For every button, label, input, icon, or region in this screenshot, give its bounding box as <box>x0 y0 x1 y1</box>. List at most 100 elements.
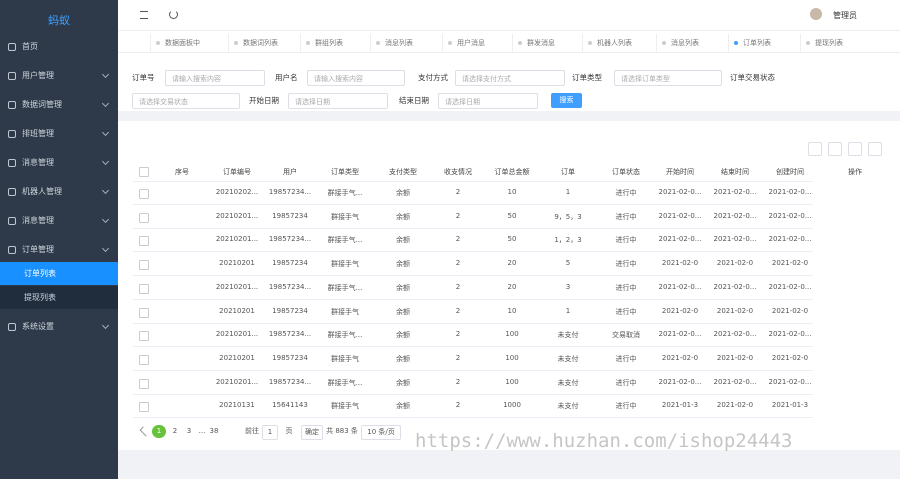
menu-item[interactable]: 排班管理 <box>0 122 118 145</box>
checkbox[interactable] <box>139 260 149 271</box>
menu-item[interactable]: 首页 <box>0 35 118 58</box>
watermark: https://www.huzhan.com/ishop24443 <box>415 430 793 452</box>
filter-input[interactable]: 请选择日期 <box>288 93 388 109</box>
table-cell: 20210201 <box>219 353 255 362</box>
menu-item[interactable]: 用户管理 <box>0 64 118 87</box>
menu-toggle[interactable] <box>140 11 148 19</box>
menu-item[interactable]: 订单管理 <box>0 238 118 261</box>
toolbar-button[interactable] <box>848 142 862 156</box>
toolbar-button[interactable] <box>868 142 882 156</box>
tab[interactable]: 提现列表 <box>800 34 843 52</box>
table-cell: 20 <box>507 282 517 291</box>
tab[interactable]: 消息列表 <box>370 34 413 52</box>
checkbox[interactable] <box>139 378 149 389</box>
column-header: 订单编号 <box>223 168 251 176</box>
table-cell: 3 <box>565 282 571 291</box>
checkbox[interactable] <box>139 189 149 199</box>
filter-input[interactable]: 请输入搜索内容 <box>165 70 265 86</box>
filter-input[interactable]: 请选择日期 <box>438 93 538 109</box>
toolbar-button[interactable] <box>808 142 822 156</box>
checkbox[interactable] <box>139 354 149 365</box>
column-header: 开始时间 <box>666 168 694 176</box>
tab[interactable]: 群组列表 <box>300 34 343 52</box>
toolbar-button[interactable] <box>828 142 842 156</box>
table-cell: 20210202... <box>215 188 259 196</box>
menu-item[interactable]: 数据词管理 <box>0 93 118 116</box>
filter-input[interactable]: 请选择交易状态 <box>132 93 240 109</box>
tab[interactable]: 群发消息 <box>512 34 555 52</box>
page-number[interactable]: 2 <box>172 427 178 435</box>
checkbox[interactable] <box>139 283 149 294</box>
checkbox[interactable] <box>139 331 149 342</box>
table-cell: 1000 <box>503 401 521 410</box>
pagination-confirm[interactable]: 确定 <box>301 425 323 440</box>
table-cell: 进行中 <box>615 189 637 197</box>
table-cell: 2021-02-0... <box>768 282 812 291</box>
table-cell: 2021-02-0... <box>658 211 702 220</box>
menu-item[interactable]: 系统设置 <box>0 315 118 338</box>
menu-item[interactable]: 提现列表 <box>0 286 118 309</box>
table-cell: 进行中 <box>615 307 637 316</box>
checkbox[interactable] <box>139 167 149 177</box>
menu-item[interactable]: 机器人管理 <box>0 180 118 203</box>
table-cell: 50 <box>507 235 517 244</box>
menu-label: 消息管理 <box>22 158 54 167</box>
menu-label: 系统设置 <box>22 322 54 331</box>
menu-icon <box>8 188 16 196</box>
menu-icon <box>8 246 16 254</box>
checkbox[interactable] <box>139 307 149 318</box>
filter-input[interactable]: 请输入搜索内容 <box>307 70 405 86</box>
pagination-page-input[interactable]: 1 <box>262 425 278 440</box>
table-cell: 2 <box>455 235 461 244</box>
tab[interactable]: 数据词列表 <box>228 34 278 52</box>
filter-input[interactable]: 请选择支付方式 <box>455 70 565 86</box>
tab[interactable]: 消息列表 <box>656 34 699 52</box>
table-cell: 20210201... <box>215 330 259 339</box>
menu-label: 首页 <box>22 42 38 51</box>
table-cell: 进行中 <box>615 260 637 269</box>
menu-item[interactable]: 消息管理 <box>0 209 118 232</box>
table-cell: 20210201 <box>219 259 255 268</box>
table-cell: 5 <box>565 259 571 268</box>
filter-label: 结束日期 <box>399 96 429 105</box>
checkbox[interactable] <box>139 402 149 413</box>
table-cell: 余额 <box>396 236 410 245</box>
tab[interactable]: 数据面板中 <box>150 34 200 52</box>
table-cell: 2021-01-3 <box>661 401 699 410</box>
table-cell: 1，2，3 <box>554 236 582 245</box>
table-cell: 19857234... <box>268 188 312 196</box>
page-number[interactable]: ... <box>198 427 206 435</box>
refresh[interactable] <box>169 10 178 19</box>
table-cell: 2021-02-0... <box>713 377 757 386</box>
table-cell: 2021-02-0 <box>716 401 754 410</box>
tab[interactable]: 用户消息 <box>442 34 485 52</box>
menu-icon <box>8 159 16 167</box>
menu-arrow <box>101 244 110 253</box>
row-line <box>133 227 813 229</box>
column-header: 订单类型 <box>331 168 359 176</box>
page-number[interactable]: 1 <box>152 425 166 438</box>
checkbox[interactable] <box>139 212 149 223</box>
table-cell: 19857234... <box>268 282 312 291</box>
table-cell: 2 <box>455 188 461 196</box>
tab[interactable]: 订单列表 <box>728 34 771 52</box>
checkbox[interactable] <box>139 236 149 247</box>
pagination-size[interactable]: 10 条/页 <box>361 425 401 440</box>
table-cell: 19857234 <box>272 211 308 220</box>
filter-label: 订单交易状态 <box>730 73 775 82</box>
table-cell: 1 <box>565 188 571 196</box>
page-number[interactable]: 3 <box>186 427 192 435</box>
menu-item[interactable]: 订单列表 <box>0 262 118 285</box>
menu-item[interactable]: 消息管理 <box>0 151 118 174</box>
table-cell: 余额 <box>396 260 410 269</box>
menu-icon <box>8 101 16 109</box>
table-cell: 2021-02-0 <box>661 353 699 362</box>
sidebar: 蚂蚁 首页 用户管理 数据词管理 排班管理 消息管理 机器人管理 消息管理 订单管理 订单列表提… <box>0 0 118 479</box>
filter-input[interactable]: 请选择订单类型 <box>614 70 722 86</box>
menu-icon <box>8 72 16 80</box>
user-name[interactable]: 管理员 <box>833 11 857 20</box>
search-button[interactable]: 搜索 <box>551 93 582 108</box>
table-cell: 群接手气 <box>331 212 359 221</box>
page-number[interactable]: 38 <box>209 427 219 435</box>
tab[interactable]: 机器人列表 <box>582 34 632 52</box>
